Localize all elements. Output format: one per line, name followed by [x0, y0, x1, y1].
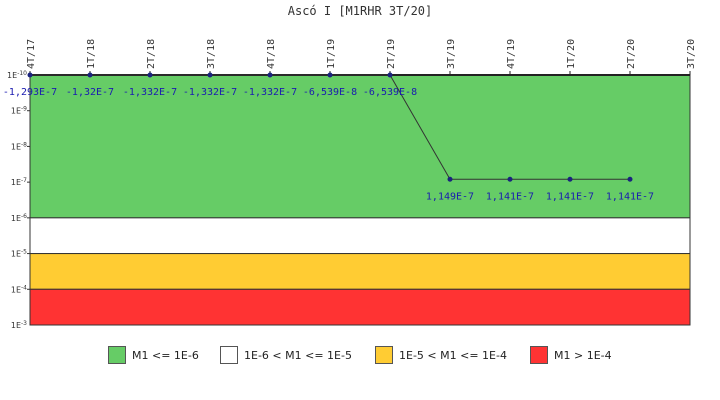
legend-swatch: [375, 346, 393, 364]
risk-band: [29, 74, 691, 219]
legend-item: 1E-5 < M1 <= 1E-4: [375, 346, 507, 364]
risk-bands: [29, 74, 691, 326]
y-tick-label: 1E-5: [11, 249, 27, 259]
legend-item: M1 <= 1E-6: [108, 346, 199, 364]
data-labels: -1,293E-7 -1,32E-7 -1,332E-7 -1,332E-7 -1,33…: [3, 87, 654, 202]
series-layer: [27, 72, 633, 182]
x-tick-label: 1T/20: [566, 39, 577, 69]
x-tick-label: 2T/18: [146, 39, 157, 69]
data-label: -1,332E-7: [123, 87, 177, 98]
data-point: [327, 72, 333, 78]
y-tick-label: 1E-7: [11, 177, 27, 187]
data-point: [27, 72, 33, 78]
legend-swatch: [530, 346, 548, 364]
data-label: -1,332E-7: [183, 87, 237, 98]
x-tick-label: 3T/18: [206, 39, 217, 69]
data-point: [567, 176, 573, 182]
y-tick-label: 1E-6: [11, 213, 27, 223]
data-point: [627, 176, 633, 182]
data-label: 1,141E-7: [546, 191, 594, 202]
y-tick-label: 1E-3: [11, 320, 27, 330]
legend-item: 1E-6 < M1 <= 1E-5: [220, 346, 352, 364]
x-tick-label: 1T/18: [86, 39, 97, 69]
x-tick-label: 4T/17: [26, 39, 37, 69]
legend-label: 1E-6 < M1 <= 1E-5: [244, 348, 352, 362]
x-tick-label: 3T/19: [446, 39, 457, 69]
legend: M1 <= 1E-6 1E-6 < M1 <= 1E-5 1E-5 < M1 <…: [0, 340, 720, 370]
x-tick-label: 3T/20: [686, 39, 697, 69]
data-point: [387, 72, 393, 78]
chart: Ascó I [M1RHR 3T/20] 1E-10 1E-9 1E-8 1E-7 1E…: [3, 4, 697, 330]
legend-label: 1E-5 < M1 <= 1E-4: [399, 348, 507, 362]
x-tick-label: 2T/20: [626, 39, 637, 69]
data-label: -1,293E-7: [3, 87, 57, 98]
risk-band: [29, 288, 691, 326]
legend-item: M1 > 1E-4: [530, 346, 612, 364]
legend-label: M1 <= 1E-6: [132, 348, 199, 362]
y-tick-label: 1E-9: [11, 106, 27, 116]
data-label: -1,32E-7: [66, 87, 114, 98]
risk-band: [29, 217, 691, 255]
data-point: [507, 176, 513, 182]
data-point: [207, 72, 213, 78]
chart-title: Ascó I [M1RHR 3T/20]: [288, 4, 433, 18]
legend-swatch: [220, 346, 238, 364]
x-tick-label: 4T/18: [266, 39, 277, 69]
legend-swatch: [108, 346, 126, 364]
data-label: -1,332E-7: [243, 87, 297, 98]
data-label: 1,149E-7: [426, 191, 474, 202]
data-point: [267, 72, 273, 78]
data-label: -6,539E-8: [363, 87, 417, 98]
x-tick-label: 1T/19: [326, 39, 337, 69]
data-point: [87, 72, 93, 78]
y-tick-label: 1E-4: [11, 284, 27, 294]
y-tick-label: 1E-8: [11, 141, 27, 151]
data-label: 1,141E-7: [606, 191, 654, 202]
data-label: 1,141E-7: [486, 191, 534, 202]
risk-band: [29, 253, 691, 290]
data-point: [447, 176, 453, 182]
x-tick-label: 4T/19: [506, 39, 517, 69]
y-tick-label: 1E-10: [7, 70, 27, 80]
data-point: [147, 72, 153, 78]
x-tick-label: 2T/19: [386, 39, 397, 69]
legend-label: M1 > 1E-4: [554, 348, 612, 362]
data-label: -6,539E-8: [303, 87, 357, 98]
